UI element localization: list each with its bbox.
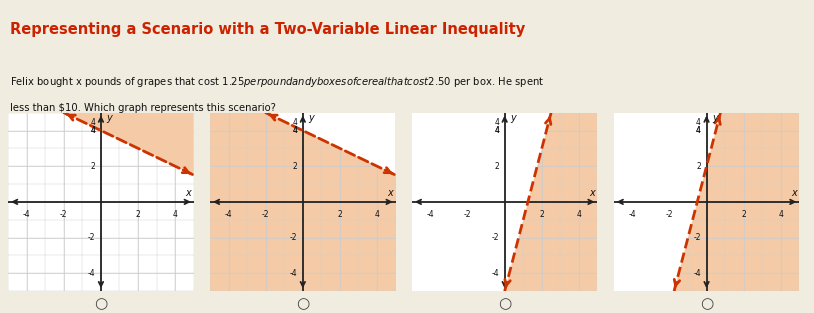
Text: ○: ○ [94,296,107,311]
Text: ○: ○ [498,296,511,311]
Text: x: x [791,188,797,198]
Text: -2: -2 [666,210,673,219]
Polygon shape [8,113,194,175]
Text: 4: 4 [696,118,701,127]
Polygon shape [412,113,551,291]
Text: 4: 4 [696,126,701,135]
Text: 4: 4 [494,126,499,135]
Text: x: x [589,188,595,198]
Text: 2: 2 [136,210,141,219]
Text: -2: -2 [694,233,701,242]
Text: -4: -4 [492,269,499,278]
Text: -4: -4 [628,210,636,219]
Text: -2: -2 [60,210,68,219]
Text: 4: 4 [90,126,95,135]
Text: 2: 2 [696,162,701,171]
Text: x: x [387,188,393,198]
Text: -2: -2 [290,233,297,242]
Text: y: y [510,113,516,123]
Text: -2: -2 [88,233,95,242]
Text: -2: -2 [262,210,269,219]
Text: 2: 2 [90,162,95,171]
Text: 4: 4 [696,126,701,135]
Text: 2: 2 [292,162,297,171]
Text: 4: 4 [90,118,95,127]
Text: 4: 4 [576,210,581,219]
Text: -4: -4 [427,210,434,219]
Text: -4: -4 [88,269,95,278]
Text: 4: 4 [292,126,297,135]
Text: 2: 2 [540,210,545,219]
Text: 4: 4 [374,210,379,219]
Text: 2: 2 [494,162,499,171]
Text: 4: 4 [292,126,297,135]
Text: -2: -2 [464,210,471,219]
Text: 4: 4 [494,118,499,127]
Text: x: x [186,188,191,198]
Text: -4: -4 [225,210,232,219]
Text: 4: 4 [173,210,177,219]
Text: less than $10. Which graph represents this scenario?: less than $10. Which graph represents th… [10,103,276,113]
Text: 4: 4 [90,126,95,135]
Text: Representing a Scenario with a Two-Variable Linear Inequality: Representing a Scenario with a Two-Varia… [10,22,525,37]
Text: ○: ○ [296,296,309,311]
Text: 2: 2 [742,210,746,219]
Text: Felix bought x pounds of grapes that cost $1.25 per pound and y boxes of cereal : Felix bought x pounds of grapes that cos… [10,75,544,89]
Text: -2: -2 [492,233,499,242]
Polygon shape [210,113,396,175]
Text: 4: 4 [778,210,783,219]
Text: 4: 4 [494,126,499,135]
Polygon shape [614,113,720,291]
Text: -4: -4 [694,269,701,278]
Text: ○: ○ [700,296,713,311]
Text: -4: -4 [290,269,297,278]
Text: 2: 2 [338,210,343,219]
Text: y: y [107,113,112,123]
Text: -4: -4 [23,210,30,219]
Text: y: y [309,113,314,123]
Text: y: y [712,113,718,123]
Text: 4: 4 [292,118,297,127]
